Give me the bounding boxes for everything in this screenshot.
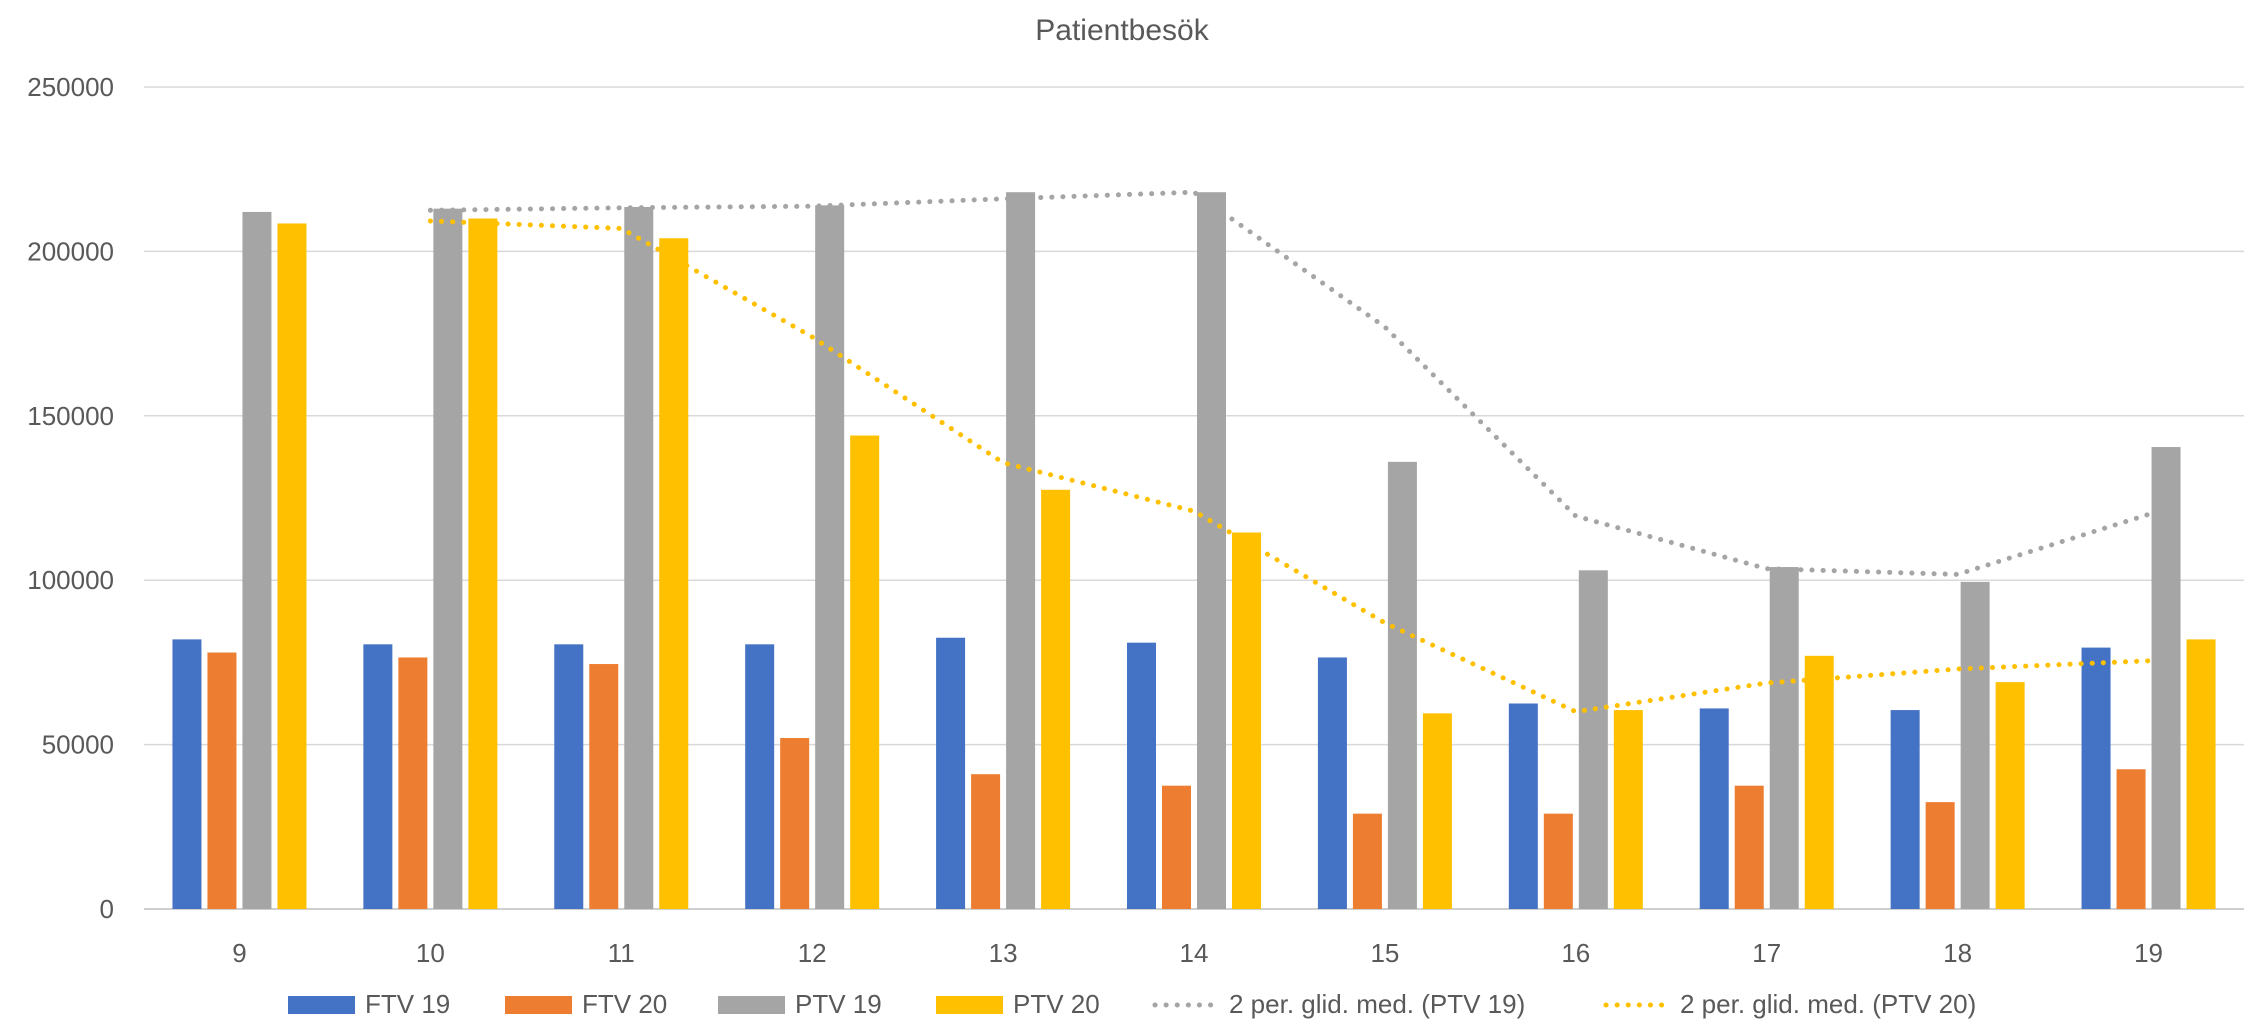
bar-ptv-20 xyxy=(468,218,498,909)
bar-ftv-20 xyxy=(398,657,428,909)
bar-ptv-20 xyxy=(659,238,689,910)
x-axis-ticks: 9 10 11 12 13 14 15 16 17 18 19 xyxy=(232,938,2163,968)
bar-ftv-19 xyxy=(554,644,584,909)
bar-ptv-20 xyxy=(1041,489,1071,909)
bar-ftv-20 xyxy=(1925,802,1955,909)
legend-swatch xyxy=(288,996,355,1014)
bar-ptv-19 xyxy=(1197,192,1226,909)
bar-ftv-20 xyxy=(780,738,810,909)
bar-ftv-20 xyxy=(1352,813,1382,909)
bar-ptv-20 xyxy=(1995,682,2025,909)
chart-title: Patientbesök xyxy=(1035,14,1209,47)
y-tick-label: 100000 xyxy=(27,565,114,595)
bar-ptv-19 xyxy=(242,211,272,910)
bar-ftv-19 xyxy=(2081,647,2111,909)
legend-swatch xyxy=(505,996,572,1014)
bar-ptv-19 xyxy=(1960,581,1990,909)
legend-swatch xyxy=(718,996,785,1014)
bar-ftv-20 xyxy=(1543,813,1573,909)
x-tick-label: 12 xyxy=(798,938,827,968)
x-tick-label: 16 xyxy=(1561,938,1590,968)
bar-ptv-20 xyxy=(1232,532,1261,909)
x-tick-label: 18 xyxy=(1943,938,1972,968)
bar-ftv-19 xyxy=(745,644,775,909)
x-tick-label: 13 xyxy=(989,938,1018,968)
bar-ptv-20 xyxy=(277,223,307,909)
bar-ptv-20 xyxy=(1422,713,1452,909)
bar-ptv-19 xyxy=(1578,570,1608,909)
bar-ftv-20 xyxy=(589,664,619,909)
bar-ptv-20 xyxy=(1804,655,1834,909)
y-tick-label: 250000 xyxy=(27,72,114,102)
legend-swatch xyxy=(936,996,1003,1014)
trendline-1 xyxy=(427,189,2151,577)
bar-ftv-19 xyxy=(172,639,202,909)
bar-ftv-19 xyxy=(1317,657,1347,909)
bar-ftv-19 xyxy=(1890,710,1920,909)
bar-ftv-20 xyxy=(207,652,237,909)
bar-ftv-20 xyxy=(2116,769,2146,909)
bar-ptv-19 xyxy=(1387,461,1417,909)
bar-ptv-19 xyxy=(2151,447,2181,909)
y-axis-ticks: 0 50000 100000 150000 200000 250000 xyxy=(27,72,114,924)
bar-ptv-19 xyxy=(815,205,845,910)
x-tick-label: 10 xyxy=(416,938,445,968)
bar-ftv-20 xyxy=(1162,785,1191,909)
trendline-2 xyxy=(427,218,2151,715)
x-tick-label: 19 xyxy=(2134,938,2163,968)
y-tick-label: 50000 xyxy=(42,730,114,760)
y-tick-label: 0 xyxy=(100,894,114,924)
x-tick-label: 11 xyxy=(608,938,635,968)
legend: FTV 19 FTV 20 PTV 19 PTV 20 2 per. glid. med… xyxy=(288,989,1976,1019)
legend-label: FTV 20 xyxy=(582,989,667,1019)
x-tick-label: 17 xyxy=(1752,938,1781,968)
x-tick-label: 14 xyxy=(1180,938,1209,968)
bar-ptv-20 xyxy=(850,435,880,909)
bar-ptv-20 xyxy=(2186,639,2216,909)
bar-ptv-19 xyxy=(624,207,654,910)
x-tick-label: 9 xyxy=(232,938,246,968)
bar-ftv-19 xyxy=(936,637,966,909)
legend-label: PTV 20 xyxy=(1013,989,1100,1019)
x-tick-label: 15 xyxy=(1370,938,1399,968)
bar-ftv-19 xyxy=(1508,703,1538,909)
bar-ptv-20 xyxy=(1613,710,1643,909)
trendlines xyxy=(427,189,2151,715)
legend-label: 2 per. glid. med. (PTV 20) xyxy=(1680,989,1976,1019)
legend-label: 2 per. glid. med. (PTV 19) xyxy=(1229,989,1525,1019)
bar-ftv-19 xyxy=(1127,642,1156,909)
bars xyxy=(172,192,2216,910)
bar-ftv-19 xyxy=(1699,708,1729,909)
legend-label: PTV 19 xyxy=(795,989,882,1019)
bar-ftv-20 xyxy=(1734,785,1764,909)
bar-ptv-19 xyxy=(433,208,463,909)
bar-ptv-19 xyxy=(1006,192,1036,909)
y-tick-label: 200000 xyxy=(27,236,114,266)
bar-ftv-19 xyxy=(363,644,393,909)
y-tick-label: 150000 xyxy=(27,401,114,431)
legend-label: FTV 19 xyxy=(365,989,450,1019)
bar-ptv-19 xyxy=(1769,567,1799,909)
bar-ftv-20 xyxy=(971,774,1001,909)
